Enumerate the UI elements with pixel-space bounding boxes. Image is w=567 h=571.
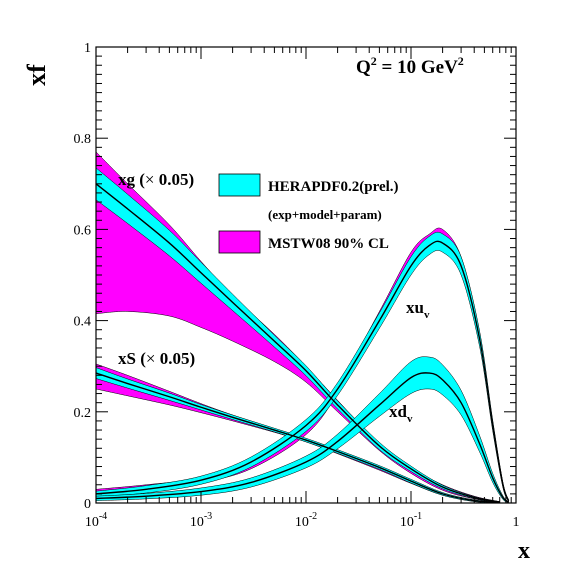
label-xg: xg (× 0.05) (118, 170, 194, 189)
y-tick-label: 0 (84, 497, 91, 512)
legend-swatch-mstw (218, 230, 261, 254)
x-tick-label: 10-1 (400, 511, 422, 530)
hera-central-line-xuv (95, 240, 510, 501)
x-tick-label: 1 (513, 515, 520, 530)
legend-label-mstw: MSTW08 90% CL (268, 236, 389, 252)
y-axis-label: xf (22, 64, 51, 86)
y-tick-label: 0.6 (74, 223, 92, 238)
axes-layer: 10-4 10-3 10-2 10-1 1 0 0.2 0.4 0.6 0.8 1 (74, 41, 520, 530)
legend: HERAPDF0.2(prel.) (exp+model+param) MSTW… (218, 173, 399, 254)
x-axis-label: x (518, 538, 530, 564)
x-tick-label: 10-3 (190, 511, 212, 530)
x-tick-label: 10-4 (85, 511, 107, 530)
q2-annotation: Q2 = 10 GeV2 (356, 54, 464, 78)
legend-label-hera-note: (exp+model+param) (268, 207, 382, 222)
label-xdv: xdv (389, 402, 413, 425)
x-tick-label: 10-2 (295, 511, 317, 530)
bands-layer (95, 151, 509, 504)
label-xs: xS (× 0.05) (118, 349, 195, 368)
hera-central-line-xdv (95, 372, 510, 503)
y-tick-label: 0.8 (74, 132, 92, 147)
legend-swatch-hera (218, 173, 261, 197)
y-tick-label: 1 (84, 41, 91, 56)
label-xuv: xuv (406, 298, 430, 321)
hera-central-line-xg (95, 183, 500, 503)
mstw-band-xg (95, 151, 500, 503)
hera-central-line-xs (95, 372, 500, 504)
y-tick-label: 0.4 (74, 315, 92, 330)
legend-label-hera: HERAPDF0.2(prel.) (268, 179, 399, 195)
y-tick-label: 0.2 (74, 406, 92, 421)
central-lines-layer (95, 183, 510, 504)
